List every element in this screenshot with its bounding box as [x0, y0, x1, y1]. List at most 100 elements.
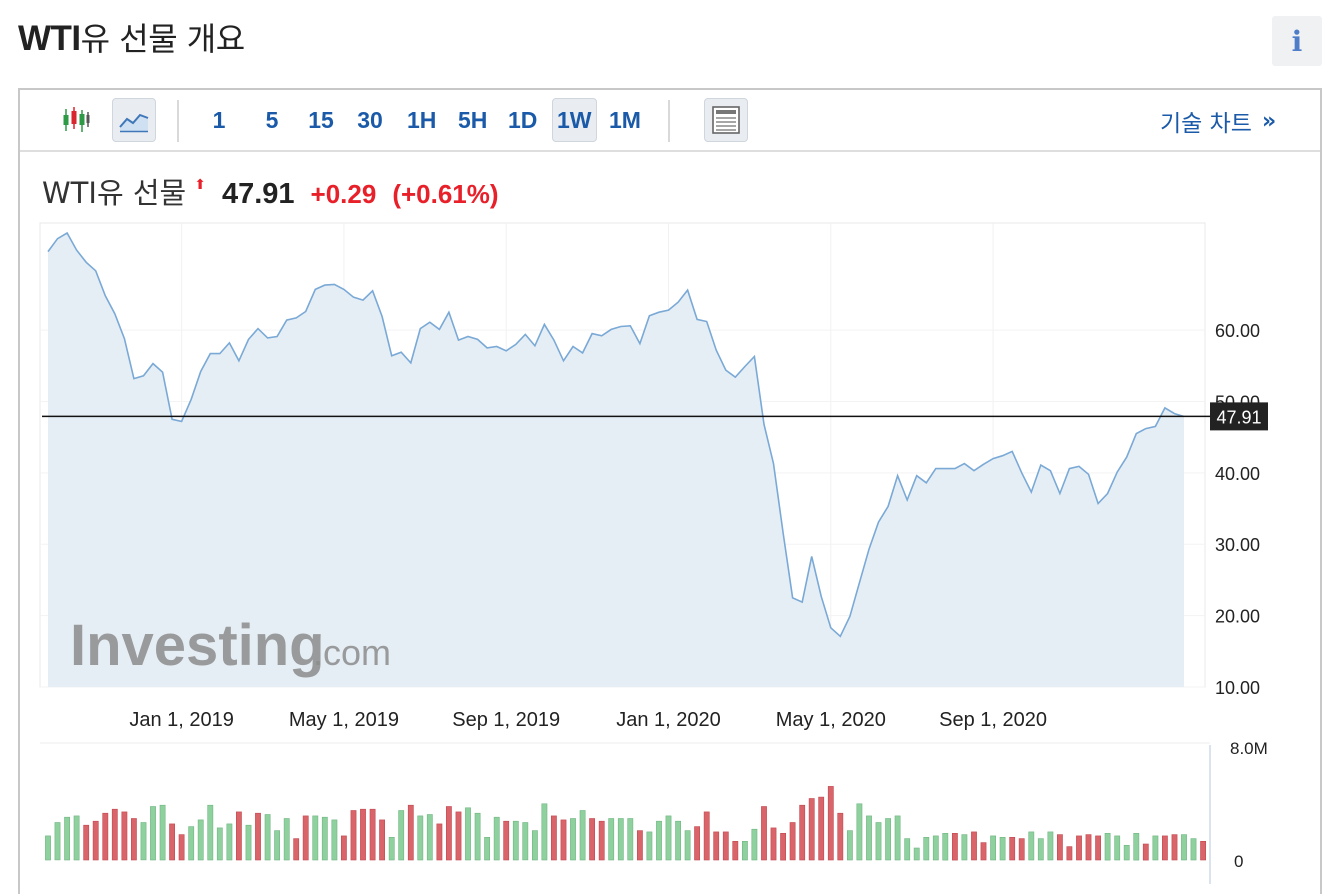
volume-bar [503, 820, 510, 861]
technical-chart-label: 기술 차트 [1160, 111, 1252, 137]
volume-bar [942, 832, 949, 861]
volume-bar [121, 811, 128, 861]
volume-bar [255, 812, 261, 861]
volume-bar [961, 834, 968, 861]
volume-bar [197, 819, 204, 861]
volume-bar [360, 808, 366, 861]
volume-bar [827, 786, 834, 861]
volume-bar [789, 822, 796, 861]
current-price-value: 47.91 [1216, 407, 1261, 427]
price-change-percent: (+0.61%) [392, 179, 499, 209]
y-tick-label: 30.00 [1215, 535, 1260, 555]
volume-bar [627, 818, 634, 861]
volume-bar [140, 822, 147, 861]
volume-bar [646, 831, 653, 861]
volume-bar [274, 830, 280, 861]
info-button[interactable]: i [1272, 16, 1322, 66]
interval-button-30[interactable]: 30 [357, 106, 383, 133]
volume-bar [369, 808, 376, 861]
volume-bar [1085, 834, 1092, 861]
volume-bar [636, 830, 643, 861]
x-tick-label: Jan 1, 2019 [129, 709, 234, 731]
volume-bar [875, 822, 882, 861]
volume-zero-label: 0 [1234, 852, 1243, 871]
last-price: 47.91 [221, 178, 295, 210]
interval-button-5[interactable]: 5 [265, 106, 279, 133]
instrument-name: WTI유 선물 [42, 176, 187, 210]
up-arrow-icon: ⬆ [194, 176, 206, 192]
interval-button-1w[interactable]: 1W [552, 98, 597, 142]
current-price-badge [1210, 402, 1268, 431]
candlestick-chart-icon[interactable] [54, 98, 98, 142]
volume-bar [904, 838, 911, 861]
volume-bar [388, 836, 395, 861]
table-view-svg [712, 106, 740, 134]
page-title: WTI유 선물 개요 [18, 14, 245, 60]
volume-bar [1171, 834, 1178, 861]
volume-chart: 8.0M 0 [40, 739, 1268, 884]
volume-bar [493, 816, 500, 861]
volume-bar [1057, 834, 1063, 861]
volume-bar [92, 820, 99, 861]
volume-bar [732, 840, 739, 861]
volume-bar [818, 796, 825, 861]
volume-bar [1018, 838, 1025, 861]
volume-bar [331, 819, 338, 861]
volume-bar [751, 828, 758, 861]
volume-bar [302, 815, 309, 861]
volume-bar [512, 820, 519, 861]
volume-bar [837, 812, 844, 861]
y-tick-label: 40.00 [1215, 464, 1260, 484]
volume-bar [236, 811, 242, 861]
volume-bar [770, 827, 777, 861]
volume-bar [808, 798, 815, 861]
volume-bar [684, 830, 691, 861]
x-tick-label: Sep 1, 2019 [452, 709, 560, 731]
volume-bar [560, 819, 567, 861]
volume-bar [531, 830, 538, 861]
line-chart-icon[interactable] [112, 98, 156, 142]
volume-bar [1028, 831, 1035, 861]
volume-bar [321, 816, 328, 861]
volume-bar [522, 822, 529, 861]
volume-bar [445, 806, 452, 861]
volume-bar [1162, 835, 1168, 861]
x-tick-label: Jan 1, 2020 [616, 709, 721, 731]
volume-bar [598, 820, 605, 861]
interval-button-1[interactable]: 1 [212, 106, 226, 133]
volume-bar [474, 812, 481, 861]
volume-bar [990, 835, 996, 861]
volume-bar [1142, 843, 1149, 861]
volume-bar [426, 814, 433, 861]
chart-widget: 1 5 15 30 1H 5H 1D 1W 1M 기술 차트 » WTI유 선물 ⬆ 47.91… [18, 88, 1322, 894]
volume-bar [741, 840, 748, 861]
volume-bar [1123, 844, 1130, 861]
current-price-label: 47.91 [1210, 402, 1268, 431]
volume-bar [1076, 835, 1082, 861]
volume-bar [722, 831, 729, 861]
interval-button-1d[interactable]: 1D [508, 106, 538, 133]
table-view-icon[interactable] [704, 98, 748, 142]
volume-bar [579, 810, 586, 861]
volume-bar [694, 826, 700, 861]
volume-bar [216, 827, 223, 861]
interval-button-1h[interactable]: 1H [407, 106, 437, 133]
volume-bar [999, 836, 1006, 861]
interval-button-5h[interactable]: 5H [458, 106, 488, 133]
volume-bar [951, 832, 958, 861]
interval-button-1m[interactable]: 1M [609, 106, 641, 133]
y-tick-label: 60.00 [1215, 321, 1260, 341]
volume-bar [45, 835, 51, 861]
volume-bar [846, 830, 853, 861]
volume-bar [340, 835, 347, 861]
volume-bar [350, 810, 357, 861]
interval-button-15[interactable]: 15 [308, 106, 334, 133]
x-tick-label: Sep 1, 2020 [939, 709, 1047, 731]
volume-bar [73, 815, 80, 861]
double-chevron-right-icon: » [1261, 108, 1277, 134]
technical-chart-link[interactable]: 기술 차트 » [1160, 104, 1320, 138]
volume-bar [131, 818, 137, 861]
volume-bar [617, 818, 624, 861]
volume-bar [1009, 836, 1016, 861]
